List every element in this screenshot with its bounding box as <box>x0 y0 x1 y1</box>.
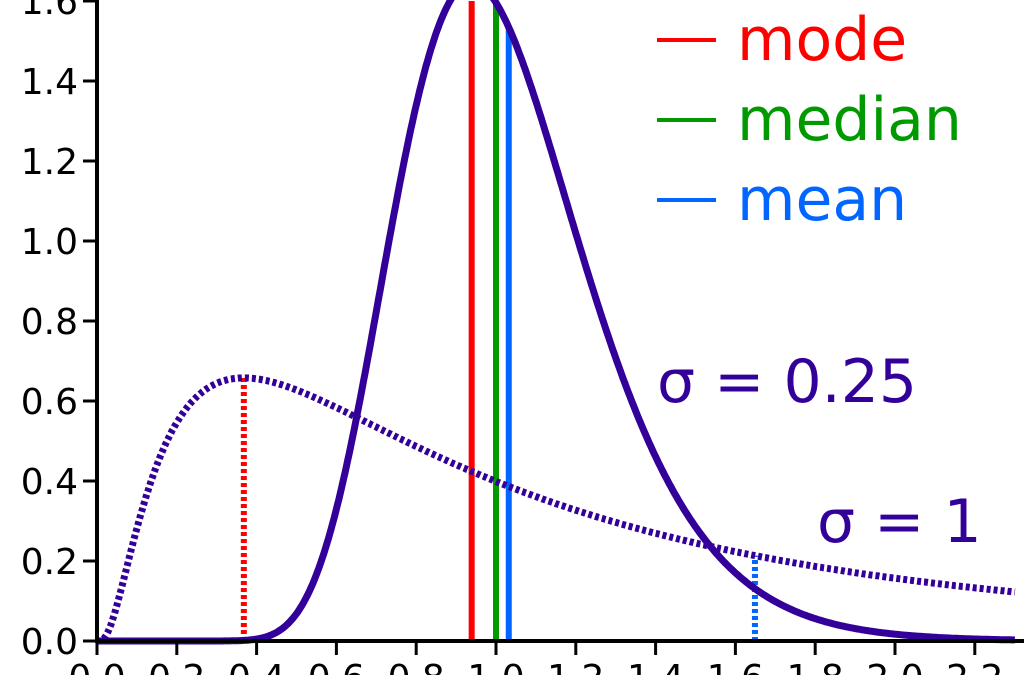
y-tick-label: 0.0 <box>21 622 78 663</box>
y-tick-label: 1.6 <box>21 0 78 23</box>
y-tick-label: 0.6 <box>21 382 78 423</box>
legend-label-median: median <box>737 85 962 155</box>
x-tick-label: 2.0 <box>866 658 923 675</box>
x-tick-label: 0.2 <box>148 658 205 675</box>
y-tick-label: 0.2 <box>21 542 78 583</box>
curve-series-1 <box>97 374 1016 645</box>
y-tick-label: 1.0 <box>21 222 78 263</box>
x-tick-label: 1.2 <box>547 658 604 675</box>
x-tick-label: 1.0 <box>467 658 524 675</box>
x-tick-label: 1.8 <box>787 658 844 675</box>
y-tick-label: 0.8 <box>21 302 78 343</box>
y-tick-label: 1.2 <box>21 142 78 183</box>
legend-label-mode: mode <box>737 5 907 75</box>
x-tick-label: 1.4 <box>627 658 684 675</box>
x-tick-label: 2.2 <box>946 658 1003 675</box>
x-tick-label: 0.0 <box>68 658 125 675</box>
x-tick-label: 1.6 <box>707 658 764 675</box>
x-tick-label: 0.4 <box>228 658 285 675</box>
legend-label-mean: mean <box>737 165 907 235</box>
x-tick-label: 0.6 <box>308 658 365 675</box>
y-tick-label: 0.4 <box>21 462 78 503</box>
series-label-sigma-1: σ = 1 <box>817 487 982 557</box>
y-tick-label: 1.4 <box>21 62 78 103</box>
x-tick-label: 0.8 <box>388 658 445 675</box>
series-label-sigma-0-25: σ = 0.25 <box>657 347 917 417</box>
